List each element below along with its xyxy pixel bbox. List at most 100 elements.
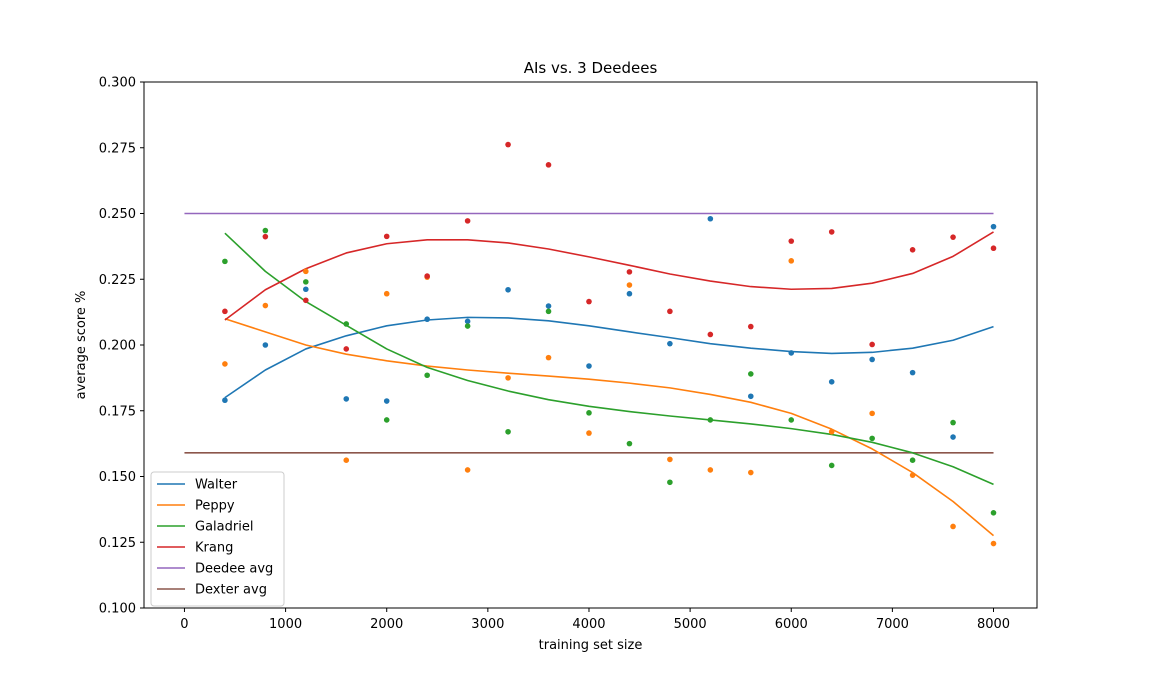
legend: Walter Peppy Galadriel Krang Deedee avg Dexte… — [150, 471, 285, 607]
galadriel-point — [424, 372, 430, 379]
x-tick-label: 7000 — [876, 617, 909, 632]
peppy-point — [545, 354, 552, 361]
walter-point — [950, 434, 956, 440]
x-tick-label: 3000 — [471, 617, 504, 632]
galadriel-point — [707, 417, 714, 423]
walter-points — [222, 215, 997, 440]
galadriel-point — [262, 227, 269, 234]
y-tick-label: 0.200 — [99, 339, 136, 354]
galadriel-point — [667, 479, 673, 486]
walter-point — [343, 396, 350, 402]
walter-point — [222, 397, 228, 404]
krang-trend-line — [224, 231, 994, 321]
x-tick-label: 4000 — [572, 617, 605, 632]
galadriel-point — [747, 371, 754, 377]
peppy-point — [586, 430, 592, 436]
krang-point — [909, 246, 916, 253]
krang-point — [303, 297, 309, 304]
legend-label-galadriel: Galadriel — [195, 520, 253, 535]
x-tick-label: 0 — [180, 617, 188, 632]
krang-point — [990, 245, 997, 252]
krang-point — [586, 298, 592, 305]
galadriel-points — [222, 227, 997, 516]
x-tick-label: 1000 — [269, 617, 302, 632]
walter-point — [383, 398, 390, 404]
legend-label-walter: Walter — [195, 478, 238, 493]
walter-point — [667, 340, 673, 347]
walter-point — [990, 223, 997, 230]
krang-point — [626, 269, 633, 275]
peppy-point — [828, 428, 835, 435]
y-tick-label: 0.125 — [99, 536, 136, 551]
krang-point — [424, 273, 430, 279]
peppy-point — [343, 457, 350, 463]
krang-point — [828, 229, 835, 235]
galadriel-point — [303, 279, 309, 285]
galadriel-point — [383, 417, 390, 423]
galadriel-point — [950, 419, 956, 426]
galadriel-point — [505, 428, 511, 435]
krang-point — [788, 238, 795, 244]
peppy-trend-line — [224, 317, 995, 537]
krang-point — [262, 233, 269, 240]
legend-label-peppy: Peppy — [195, 499, 235, 514]
x-tick-label: 6000 — [775, 617, 808, 632]
krang-points — [222, 141, 997, 352]
walter-point — [869, 356, 875, 363]
y-axis-label: average score % — [74, 291, 89, 400]
chart-title: AIs vs. 3 Deedees — [524, 59, 658, 77]
peppy-point — [707, 467, 714, 473]
legend-label-dexter-avg: Dexter avg — [195, 583, 267, 598]
krang-point — [707, 331, 714, 338]
peppy-point — [303, 268, 309, 275]
krang-point — [747, 323, 754, 330]
y-tick-label: 0.250 — [99, 207, 136, 222]
y-tick-label: 0.225 — [99, 273, 136, 288]
walter-point — [909, 369, 916, 376]
legend-label-deedee-avg: Deedee avg — [195, 562, 273, 577]
galadriel-point — [343, 321, 350, 327]
walter-point — [586, 363, 592, 369]
walter-point — [505, 286, 511, 293]
legend-label-krang: Krang — [195, 541, 233, 556]
galadriel-point — [828, 462, 835, 469]
walter-point — [747, 393, 754, 400]
plot-background — [144, 82, 1037, 608]
galadriel-point — [909, 457, 916, 463]
galadriel-point — [586, 410, 592, 416]
krang-point — [505, 141, 511, 148]
walter-point — [828, 379, 835, 385]
galadriel-point — [869, 435, 875, 442]
x-axis-label: training set size — [539, 638, 643, 653]
peppy-points — [222, 258, 997, 547]
peppy-point — [950, 523, 956, 530]
galadriel-point — [222, 258, 228, 265]
galadriel-point — [990, 509, 997, 516]
krang-point — [222, 308, 228, 315]
walter-point — [424, 316, 430, 323]
peppy-point — [788, 258, 795, 264]
y-tick-label: 0.100 — [99, 602, 136, 617]
krang-point — [950, 234, 956, 240]
x-axis: 0 1000 2000 3000 4000 5000 6000 7000 8000 — [180, 608, 1010, 632]
galadriel-point — [464, 323, 471, 329]
peppy-point — [909, 472, 916, 478]
krang-point — [869, 341, 875, 348]
galadriel-point — [626, 440, 633, 447]
plot-area — [143, 81, 1038, 609]
y-tick-label: 0.275 — [99, 141, 136, 156]
peppy-point — [262, 302, 269, 309]
x-tick-label: 2000 — [370, 617, 403, 632]
galadriel-point — [788, 417, 795, 423]
y-tick-label: 0.300 — [99, 76, 136, 91]
walter-point — [545, 303, 552, 309]
peppy-point — [626, 282, 633, 288]
krang-point — [383, 233, 390, 240]
x-tick-label: 8000 — [977, 617, 1010, 632]
peppy-point — [464, 467, 471, 473]
walter-trend-line — [224, 316, 994, 399]
krang-point — [343, 346, 350, 352]
x-tick-label: 5000 — [674, 617, 707, 632]
walter-point — [303, 286, 309, 293]
